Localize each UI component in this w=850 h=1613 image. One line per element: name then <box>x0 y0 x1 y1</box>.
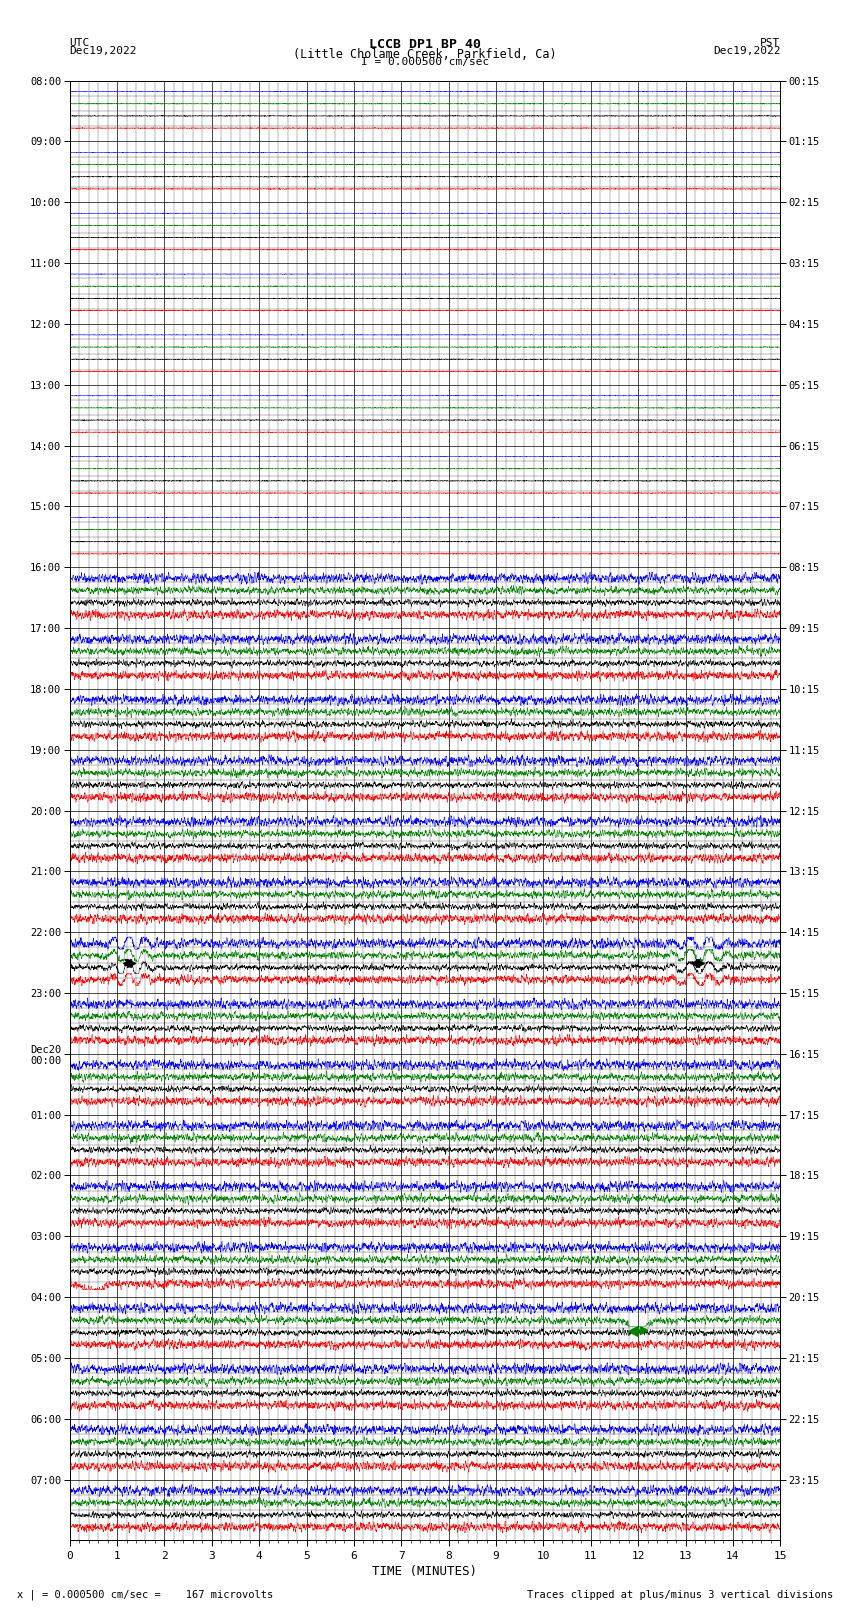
Text: Dec19,2022: Dec19,2022 <box>70 45 137 56</box>
Text: I = 0.000500 cm/sec: I = 0.000500 cm/sec <box>361 58 489 68</box>
Text: Dec19,2022: Dec19,2022 <box>713 45 780 56</box>
X-axis label: TIME (MINUTES): TIME (MINUTES) <box>372 1565 478 1578</box>
Text: PST: PST <box>760 37 780 48</box>
Text: (Little Cholame Creek, Parkfield, Ca): (Little Cholame Creek, Parkfield, Ca) <box>293 47 557 61</box>
Text: LCCB DP1 BP 40: LCCB DP1 BP 40 <box>369 37 481 52</box>
Text: UTC: UTC <box>70 37 90 48</box>
Text: x | = 0.000500 cm/sec =    167 microvolts: x | = 0.000500 cm/sec = 167 microvolts <box>17 1589 273 1600</box>
Text: Traces clipped at plus/minus 3 vertical divisions: Traces clipped at plus/minus 3 vertical … <box>527 1590 833 1600</box>
